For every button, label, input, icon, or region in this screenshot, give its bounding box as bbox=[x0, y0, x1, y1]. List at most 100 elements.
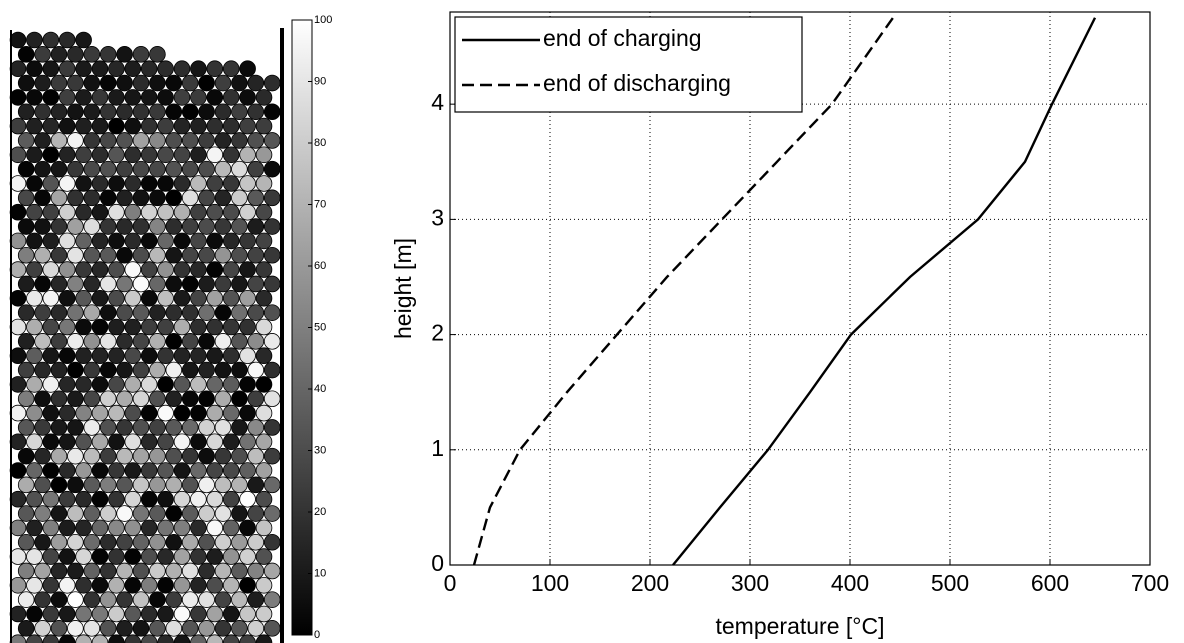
particle bbox=[263, 103, 281, 121]
particle bbox=[34, 218, 51, 235]
particle bbox=[190, 462, 207, 479]
particle bbox=[255, 404, 273, 422]
particle bbox=[99, 132, 117, 149]
particle bbox=[26, 175, 43, 192]
particle bbox=[140, 60, 158, 77]
particle bbox=[132, 562, 150, 580]
particle bbox=[231, 505, 248, 522]
particle bbox=[99, 361, 117, 379]
particle bbox=[198, 246, 215, 264]
particle bbox=[17, 160, 35, 178]
particle bbox=[9, 261, 27, 278]
particle bbox=[255, 433, 273, 451]
particle bbox=[91, 60, 109, 77]
particle bbox=[42, 203, 60, 221]
particle bbox=[165, 533, 183, 551]
particle bbox=[50, 562, 68, 580]
particle bbox=[26, 576, 43, 594]
particle bbox=[9, 605, 27, 623]
particle bbox=[255, 462, 273, 479]
particle bbox=[50, 476, 68, 494]
particle bbox=[198, 304, 215, 321]
particle bbox=[132, 447, 150, 465]
particle bbox=[255, 376, 273, 393]
particle bbox=[34, 275, 51, 293]
particle bbox=[75, 232, 92, 250]
particle bbox=[124, 376, 142, 393]
colorbar-tick-label: 40 bbox=[314, 383, 326, 395]
particle bbox=[181, 275, 199, 293]
particle bbox=[132, 275, 150, 293]
particle bbox=[190, 376, 207, 393]
particle bbox=[58, 490, 76, 508]
particle bbox=[165, 390, 183, 408]
particle bbox=[140, 548, 158, 565]
line bbox=[672, 17, 1097, 566]
particle bbox=[173, 404, 191, 422]
particle bbox=[214, 476, 232, 494]
particle bbox=[165, 476, 183, 494]
particle bbox=[99, 390, 117, 408]
particle bbox=[83, 246, 101, 264]
particle bbox=[239, 60, 256, 77]
particle bbox=[58, 605, 76, 623]
particle bbox=[140, 605, 158, 623]
particle bbox=[190, 289, 207, 307]
particle bbox=[108, 605, 125, 623]
particle bbox=[42, 576, 60, 594]
particle bbox=[42, 490, 60, 508]
particle bbox=[157, 232, 174, 250]
particle bbox=[222, 289, 240, 307]
particle bbox=[99, 275, 117, 293]
legend-label: end of discharging bbox=[543, 70, 731, 96]
particle bbox=[206, 519, 224, 537]
particle bbox=[206, 462, 224, 479]
particle bbox=[42, 519, 60, 537]
particle bbox=[42, 605, 60, 623]
particle bbox=[108, 203, 125, 221]
legend-label: end of charging bbox=[543, 25, 702, 51]
particle bbox=[157, 175, 174, 192]
particle bbox=[239, 490, 256, 508]
particle bbox=[149, 447, 166, 465]
particle bbox=[17, 591, 35, 608]
particle bbox=[9, 548, 27, 565]
particle bbox=[255, 490, 273, 508]
particle bbox=[124, 60, 142, 77]
particle bbox=[173, 347, 191, 365]
particle bbox=[165, 591, 183, 608]
particle bbox=[165, 419, 183, 436]
particle bbox=[50, 333, 68, 350]
particle bbox=[17, 74, 35, 92]
particle bbox=[108, 175, 125, 192]
particle bbox=[263, 533, 281, 551]
particle bbox=[124, 433, 142, 451]
particle bbox=[181, 419, 199, 436]
particle bbox=[239, 519, 256, 537]
particle bbox=[149, 246, 166, 264]
particle bbox=[83, 333, 101, 350]
colorbar-tick-label: 20 bbox=[314, 506, 326, 518]
particle bbox=[124, 548, 142, 565]
particle bbox=[214, 246, 232, 264]
particle bbox=[75, 175, 92, 192]
particle bbox=[263, 591, 281, 608]
particle bbox=[124, 318, 142, 336]
particle bbox=[132, 304, 150, 321]
particle bbox=[108, 404, 125, 422]
particle bbox=[50, 304, 68, 321]
particle bbox=[222, 203, 240, 221]
particle bbox=[165, 218, 183, 235]
particle bbox=[173, 89, 191, 106]
particle bbox=[91, 89, 109, 106]
particle bbox=[34, 304, 51, 321]
particle bbox=[26, 462, 43, 479]
particle bbox=[42, 376, 60, 393]
particle bbox=[247, 533, 265, 551]
particle bbox=[132, 74, 150, 92]
particle bbox=[149, 132, 166, 149]
particle bbox=[222, 175, 240, 192]
x-tick-label: 600 bbox=[1031, 570, 1069, 596]
particle bbox=[91, 318, 109, 336]
